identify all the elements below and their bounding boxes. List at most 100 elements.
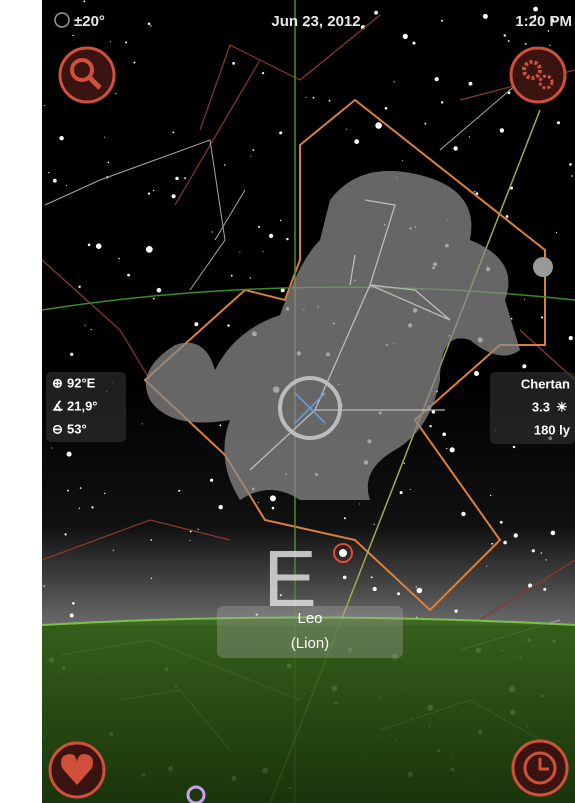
star [78, 285, 81, 288]
star [359, 503, 361, 505]
star [373, 523, 375, 526]
star [104, 492, 106, 495]
star [449, 447, 455, 453]
star [442, 432, 447, 437]
star [342, 575, 347, 580]
star [416, 616, 418, 618]
star [545, 559, 547, 561]
magnitude-icon: ☀ [556, 399, 568, 414]
star [571, 175, 573, 177]
target-reticle [278, 376, 342, 440]
star [403, 462, 405, 464]
star [491, 542, 494, 545]
star [91, 506, 94, 509]
star [499, 520, 503, 524]
time-button[interactable] [511, 739, 569, 797]
star-info-panel [490, 372, 575, 444]
star [269, 233, 274, 238]
star [475, 192, 479, 195]
star [218, 505, 223, 510]
star [328, 99, 331, 102]
star [550, 530, 556, 536]
star [67, 489, 69, 492]
star [189, 540, 191, 542]
star [103, 136, 105, 138]
star [152, 297, 155, 300]
star-name: Chertan [521, 376, 570, 391]
time: 1:20 PM [515, 13, 572, 30]
elevation: 53° [67, 421, 87, 436]
azimuth: 92°E [67, 375, 96, 390]
star [230, 274, 233, 277]
star [232, 62, 236, 65]
star [194, 322, 199, 327]
star [402, 33, 408, 40]
star [69, 613, 74, 618]
star [258, 225, 260, 228]
star [568, 336, 573, 341]
star [486, 565, 488, 567]
star [434, 77, 439, 82]
star [503, 34, 506, 37]
star [431, 410, 436, 414]
star [95, 243, 102, 249]
star [312, 96, 315, 99]
star [499, 128, 505, 133]
star [184, 177, 187, 180]
favorites-button[interactable] [48, 741, 106, 799]
star [513, 533, 518, 538]
star [171, 194, 176, 199]
star [269, 495, 276, 502]
star [468, 81, 473, 86]
star [429, 425, 432, 428]
star [249, 277, 251, 279]
star [440, 101, 444, 104]
star [224, 164, 226, 166]
star [505, 215, 509, 218]
star [156, 287, 162, 293]
star [197, 528, 199, 531]
star [48, 172, 50, 174]
star-magnitude: 3.3 [532, 399, 550, 414]
star [343, 517, 346, 520]
star [150, 577, 153, 579]
star [524, 43, 527, 45]
azimuth-icon: ⊕ [52, 375, 63, 390]
ground [42, 617, 575, 803]
star [375, 122, 382, 129]
star [147, 192, 151, 195]
star [262, 251, 264, 253]
star [512, 446, 515, 448]
star [305, 97, 307, 98]
star [150, 539, 152, 541]
constellation-name: Leo [297, 610, 322, 627]
star [83, 0, 86, 3]
star [279, 131, 283, 135]
star [557, 121, 560, 125]
star [125, 41, 128, 44]
object-marker [186, 785, 206, 803]
star [412, 41, 416, 45]
star [549, 44, 551, 46]
star [401, 160, 403, 162]
star [550, 18, 555, 23]
star [175, 176, 179, 181]
star [415, 586, 417, 588]
star [87, 243, 91, 247]
search-button[interactable] [58, 46, 116, 104]
star [141, 423, 143, 425]
settings-button[interactable] [509, 46, 567, 104]
star [454, 609, 458, 613]
star [51, 447, 53, 449]
star [399, 491, 403, 495]
star [482, 13, 488, 19]
star [569, 163, 572, 166]
constellation-label-box [217, 606, 403, 658]
elevation-icon: ⊖ [52, 421, 63, 436]
star [250, 156, 252, 157]
star [118, 257, 120, 260]
left-margin [0, 0, 42, 803]
star [127, 273, 130, 277]
star [393, 81, 395, 83]
star [453, 146, 458, 151]
